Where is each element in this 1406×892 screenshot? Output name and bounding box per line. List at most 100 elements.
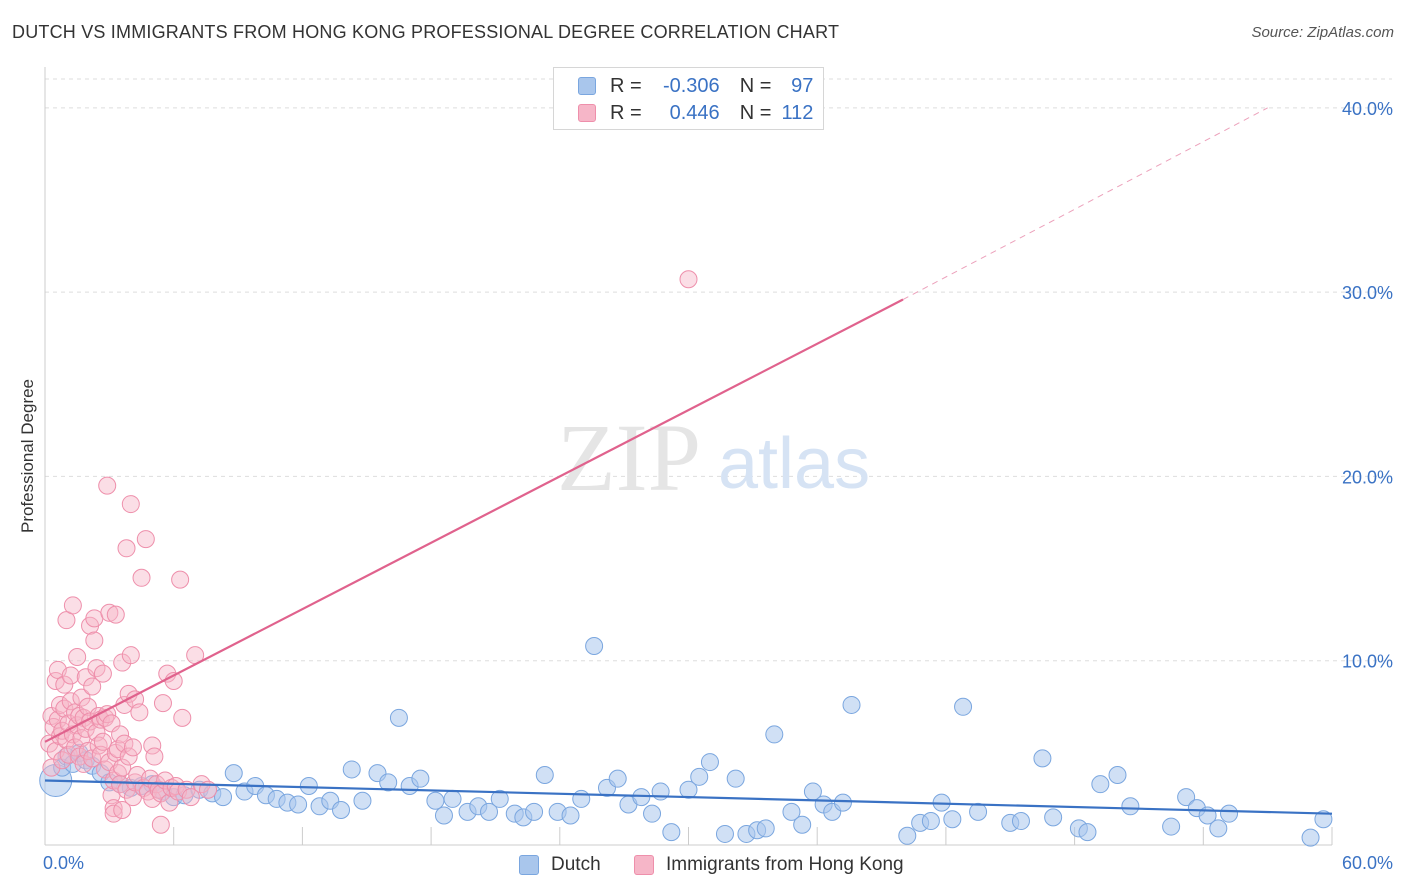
hk-trend-line: [44, 298, 904, 743]
dutch-point: [608, 769, 627, 788]
dutch-point: [715, 824, 734, 843]
dutch-point: [426, 791, 445, 810]
dutch-point: [954, 697, 973, 716]
dutch-point: [679, 780, 698, 799]
dutch-point: [353, 791, 372, 810]
hk-point: [55, 699, 74, 718]
dutch-point: [1177, 788, 1196, 807]
dutch-point: [842, 695, 861, 714]
hk-point: [173, 708, 192, 727]
hk-point: [98, 476, 117, 495]
hk-point: [121, 646, 140, 665]
hk-point: [143, 789, 162, 808]
dutch-point: [443, 789, 462, 808]
hk-point: [113, 800, 132, 819]
dutch-point: [1209, 819, 1228, 838]
n-label: N =: [739, 74, 772, 97]
x-tick-label: 60.0%: [1342, 853, 1393, 873]
label-layer: 10.0% 20.0% 30.0% 40.0% 0.0% 60.0%: [43, 99, 1393, 873]
hk-n-value: 112: [781, 101, 814, 124]
dutch-point: [561, 806, 580, 825]
y-axis-label: Professional Degree: [18, 379, 37, 533]
hk-point: [113, 758, 132, 777]
dutch-point: [921, 812, 940, 831]
hk-point: [123, 738, 142, 757]
dutch-point: [585, 636, 604, 655]
hk-point: [136, 530, 155, 549]
hk-point: [61, 692, 80, 711]
dutch-point: [793, 815, 812, 834]
dutch-point: [434, 806, 453, 825]
hk-point: [679, 270, 698, 289]
y-tick-label: 40.0%: [1342, 99, 1393, 119]
dutch-point: [898, 826, 917, 845]
watermark-zip: ZIP: [557, 404, 701, 511]
dutch-point: [969, 802, 988, 821]
hk-legend-label: Immigrants from Hong Kong: [666, 854, 904, 875]
hk-point: [151, 815, 170, 834]
watermark: ZIP atlas: [557, 404, 870, 511]
dutch-point: [943, 810, 962, 829]
hk-point: [143, 736, 162, 755]
hk-point: [106, 605, 125, 624]
hk-r-value: 0.446: [669, 101, 720, 124]
stats-legend: R = -0.306 N = 97 R = 0.446 N = 112: [553, 67, 824, 130]
hk-point: [93, 732, 112, 751]
dutch-point: [1162, 817, 1181, 836]
dutch-points: [39, 636, 1333, 847]
dutch-point: [782, 802, 801, 821]
dutch-point: [299, 777, 318, 796]
dutch-point: [411, 769, 430, 788]
y-tick-label: 20.0%: [1342, 467, 1393, 487]
hk-point: [119, 747, 138, 766]
hk-trend-extension: [902, 107, 1268, 300]
hk-point: [93, 664, 112, 683]
r-label: R =: [610, 74, 642, 97]
y-tick-label: 30.0%: [1342, 283, 1393, 303]
dutch-point: [1033, 749, 1052, 768]
bottom-legend-dutch: Dutch: [519, 852, 601, 878]
dutch-trend-line: [44, 779, 1333, 815]
hk-point: [104, 804, 123, 823]
axis-layer: [44, 67, 1333, 846]
hk-point: [72, 688, 91, 707]
dutch-point: [389, 708, 408, 727]
dutch-point: [1108, 765, 1127, 784]
dutch-point: [379, 773, 398, 792]
dutch-point: [224, 764, 243, 783]
r-label: R =: [610, 101, 642, 124]
trend-layer: [44, 107, 1333, 815]
hk-point: [42, 758, 61, 777]
dutch-legend-swatch: [519, 855, 539, 875]
dutch-point: [662, 823, 681, 842]
dutch-point: [690, 767, 709, 786]
dutch-point: [214, 788, 233, 807]
dutch-point: [480, 802, 499, 821]
hk-point: [85, 631, 104, 650]
dutch-point: [490, 789, 509, 808]
hk-point: [145, 747, 164, 766]
hk-point: [40, 734, 59, 753]
dutch-swatch: [578, 77, 596, 95]
hk-point: [68, 648, 87, 667]
hk-point: [100, 603, 119, 622]
hk-point: [171, 570, 190, 589]
dutch-point: [1220, 804, 1239, 823]
hk-point: [83, 677, 102, 696]
hk-point: [130, 703, 149, 722]
hk-swatch: [578, 104, 596, 122]
hk-point: [132, 568, 151, 587]
hk-point: [63, 596, 82, 615]
dutch-point: [833, 793, 852, 812]
dutch-point: [726, 769, 745, 788]
hk-point: [121, 495, 140, 514]
dutch-n-value: 97: [791, 74, 814, 97]
source-label: Source: ZipAtlas.com: [1251, 24, 1394, 41]
dutch-point: [700, 753, 719, 772]
hk-point: [55, 675, 74, 694]
n-label: N =: [739, 101, 772, 124]
dutch-point: [1044, 808, 1063, 827]
grid-layer: [45, 78, 1392, 662]
dutch-r-value: -0.306: [662, 74, 720, 97]
